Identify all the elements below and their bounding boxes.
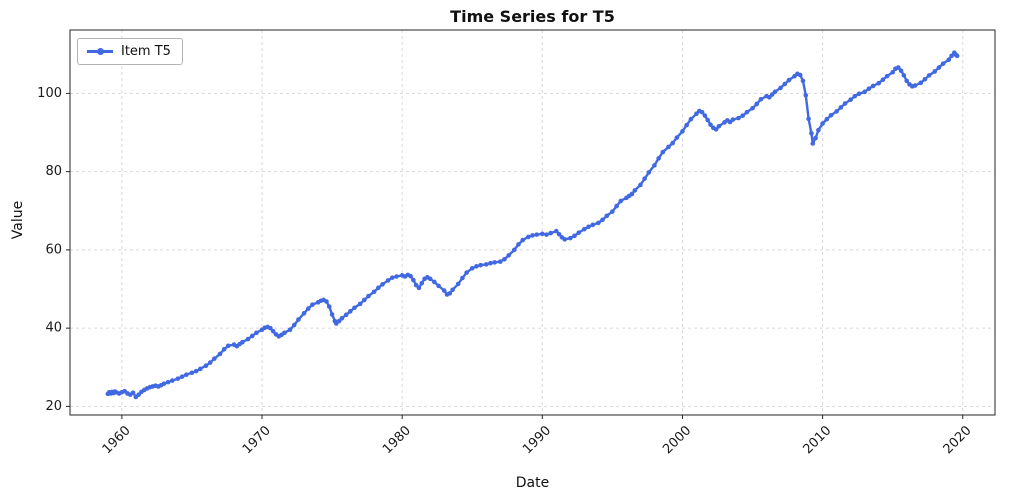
legend-label: Item T5 — [121, 44, 171, 59]
x-axis-label: Date — [515, 475, 550, 491]
legend-dot-icon — [96, 48, 104, 55]
legend-line-marker-icon — [87, 48, 113, 55]
chart-title: Time Series for T5 — [450, 7, 615, 26]
legend: Item T5 — [77, 38, 183, 65]
y-axis-label: Value — [10, 200, 26, 240]
